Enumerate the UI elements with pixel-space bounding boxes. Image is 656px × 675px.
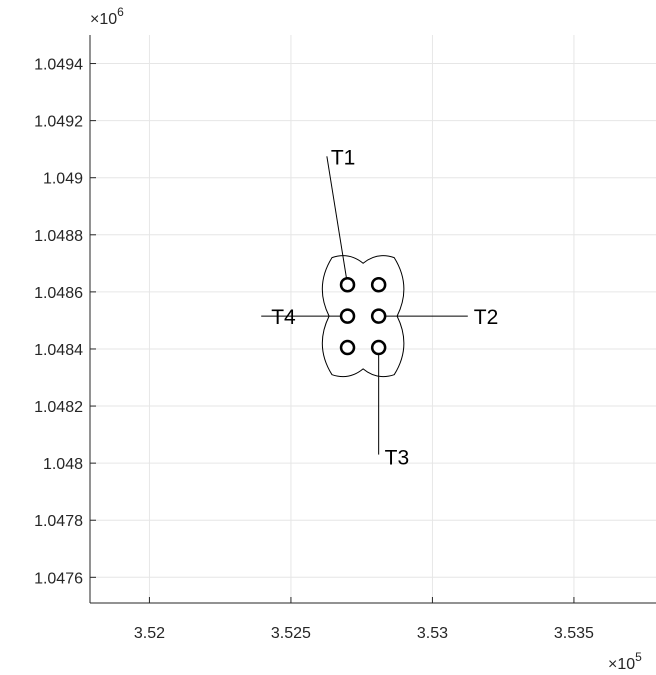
y-exponent-label: ×106 <box>90 5 124 28</box>
x-tick-label: 3.53 <box>417 625 448 642</box>
y-tick-label: 1.0494 <box>34 57 83 74</box>
leader-line-t1 <box>326 156 349 285</box>
leader-lines <box>261 156 468 455</box>
data-point <box>339 339 356 356</box>
axes <box>89 35 656 604</box>
y-tick-label: 1.0484 <box>34 342 83 359</box>
x-exponent-base: ×10 <box>608 656 635 673</box>
y-tick-label: 1.0486 <box>34 285 83 302</box>
y-tick-labels: 1.0476 1.0478 1.048 1.0482 1.0484 1.0486 1.048… <box>34 57 83 588</box>
y-tick-label: 1.049 <box>43 171 83 188</box>
data-point <box>339 276 356 293</box>
y-tick-label: 1.048 <box>43 456 83 473</box>
site-boundary <box>321 255 405 378</box>
boundary-layer <box>321 255 405 378</box>
annotation-labels: T1 T2 T3 T4 <box>271 146 498 469</box>
y-exponent-power: 6 <box>117 5 124 19</box>
annotation-label-t1: T1 <box>331 146 356 169</box>
x-exponent-power: 5 <box>635 650 642 664</box>
x-exponent-label: ×105 <box>608 650 642 673</box>
x-tick-label: 3.535 <box>554 625 594 642</box>
y-tick-label: 1.0482 <box>34 399 83 416</box>
data-point <box>370 339 387 356</box>
y-tick-label: 1.0488 <box>34 228 83 245</box>
data-point <box>370 308 387 324</box>
y-tick-label: 1.0492 <box>34 114 83 131</box>
data-point <box>339 308 356 324</box>
annotation-label-t3: T3 <box>385 447 410 470</box>
annotation-label-t4: T4 <box>271 306 296 329</box>
x-tick-label: 3.525 <box>271 625 311 642</box>
data-point <box>370 276 387 293</box>
y-tick-label: 1.0478 <box>34 513 83 530</box>
y-tick-label: 1.0476 <box>34 570 83 587</box>
annotation-label-t2: T2 <box>474 306 499 329</box>
x-tick-label: 3.52 <box>134 625 165 642</box>
points-layer <box>339 276 387 356</box>
grid <box>90 35 656 603</box>
x-tick-labels: 3.52 3.525 3.53 3.535 <box>134 625 594 642</box>
y-exponent-base: ×10 <box>90 11 117 28</box>
